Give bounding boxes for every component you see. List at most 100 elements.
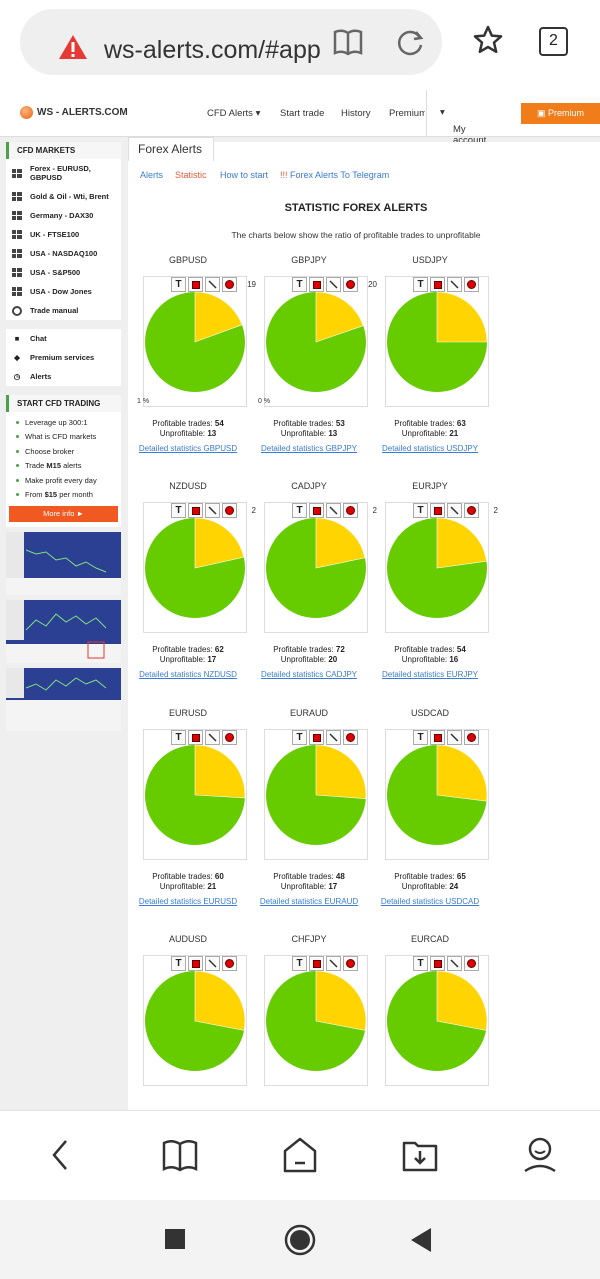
more-info-button[interactable]: More info ► [9,506,118,522]
circle-tool-icon[interactable] [464,277,479,292]
detailed-stats-link[interactable]: Detailed statistics GBPJPY [260,444,358,453]
rectangle-tool-icon[interactable] [430,503,445,518]
circle-tool-icon[interactable] [222,277,237,292]
rectangle-tool-icon[interactable] [309,503,324,518]
circle-tool-icon[interactable] [343,277,358,292]
circle-tool-icon[interactable] [222,956,237,971]
recents-icon[interactable] [165,1229,185,1249]
line-tool-icon[interactable] [447,277,462,292]
back-icon[interactable] [46,1135,74,1175]
rectangle-tool-icon[interactable] [188,503,203,518]
rectangle-tool-icon[interactable] [309,277,324,292]
detailed-stats-link[interactable]: Detailed statistics USDCAD [380,897,480,906]
sidebar-item-market[interactable]: UK - FTSE100 [6,225,121,244]
pie-chart [266,744,367,845]
detailed-stats-link[interactable]: Detailed statistics USDJPY [381,444,479,453]
url-text[interactable]: ws-alerts.com/#app/ [104,36,320,64]
tab-forex-alerts[interactable]: Forex Alerts [128,137,214,161]
warning-icon[interactable] [58,33,88,61]
rectangle-tool-icon[interactable] [188,730,203,745]
circle-tool-icon[interactable] [464,730,479,745]
text-tool-icon[interactable]: T [292,277,307,292]
subnav-alerts[interactable]: Alerts [140,170,164,180]
sidebar-item-premium-services[interactable]: ◆ Premium services [6,348,121,367]
detailed-stats-link[interactable]: Detailed statistics GBPUSD [138,444,238,453]
detailed-stats-link[interactable]: Detailed statistics EURAUD [259,897,359,906]
rectangle-tool-icon[interactable] [188,956,203,971]
line-tool-icon[interactable] [326,956,341,971]
subnav-statistic[interactable]: Statistic [175,170,207,180]
line-tool-icon[interactable] [326,730,341,745]
text-tool-icon[interactable]: T [171,956,186,971]
chart-thumbnail[interactable] [6,600,121,663]
detailed-stats-link[interactable]: Detailed statistics EURUSD [138,897,238,906]
text-tool-icon[interactable]: T [413,277,428,292]
text-tool-icon[interactable]: T [413,956,428,971]
text-tool-icon[interactable]: T [292,730,307,745]
sidebar-item-market[interactable]: USA - Dow Jones [6,282,121,301]
bookmarks-icon[interactable] [161,1135,199,1175]
nav-cfd-alerts[interactable]: CFD Alerts ▾ [207,108,261,119]
rectangle-tool-icon[interactable] [309,730,324,745]
circle-tool-icon[interactable] [222,503,237,518]
tabs-icon[interactable]: 2 [539,27,568,56]
reader-icon[interactable] [332,26,364,58]
rectangle-tool-icon[interactable] [430,277,445,292]
text-tool-icon[interactable]: T [171,503,186,518]
circle-tool-icon[interactable] [343,730,358,745]
home-icon[interactable] [281,1135,319,1175]
downloads-icon[interactable] [401,1135,439,1175]
rectangle-tool-icon[interactable] [430,730,445,745]
text-tool-icon[interactable]: T [171,277,186,292]
sidebar-item-market[interactable]: USA - S&P500 [6,263,121,282]
line-tool-icon[interactable] [205,277,220,292]
back-triangle-icon[interactable] [410,1227,432,1253]
premium-button[interactable]: ▣ Premium [521,103,600,124]
line-tool-icon[interactable] [326,503,341,518]
line-tool-icon[interactable] [205,956,220,971]
line-tool-icon[interactable] [447,956,462,971]
chart-thumbnail[interactable] [6,668,121,731]
account-menu[interactable]: My account ▾ [426,90,516,146]
nav-premium[interactable]: Premium [389,108,425,119]
text-tool-icon[interactable]: T [413,503,428,518]
text-tool-icon[interactable]: T [292,956,307,971]
sidebar-item-market[interactable]: USA - NASDAQ100 [6,244,121,263]
line-tool-icon[interactable] [326,277,341,292]
subnav-telegram[interactable]: !!! Forex Alerts To Telegram [280,170,390,180]
subnav-how-to-start[interactable]: How to start [220,170,269,180]
rectangle-tool-icon[interactable] [430,956,445,971]
sidebar-item-market[interactable]: Gold & Oil - Wti, Brent [6,187,121,206]
nav-history[interactable]: History [341,108,371,119]
sidebar-item-market[interactable]: Trade manual [6,301,121,320]
address-bar[interactable]: ws-alerts.com/#app/ [20,9,442,75]
nav-start-trade[interactable]: Start trade [280,108,325,119]
detailed-stats-link[interactable]: Detailed statistics EURJPY [381,670,479,679]
text-tool-icon[interactable]: T [292,503,307,518]
circle-tool-icon[interactable] [343,956,358,971]
text-tool-icon[interactable]: T [171,730,186,745]
sidebar-item-alerts[interactable]: ◷ Alerts [13,372,52,381]
sidebar-item-market[interactable]: Forex - EURUSD, GBPUSD [6,159,121,187]
chart-thumbnail[interactable] [6,532,121,595]
line-tool-icon[interactable] [205,730,220,745]
profile-icon[interactable] [521,1135,559,1175]
sidebar-item-chat[interactable]: ■ Chat [6,329,121,348]
detailed-stats-link[interactable]: Detailed statistics NZDUSD [139,670,237,679]
rectangle-tool-icon[interactable] [309,956,324,971]
detailed-stats-link[interactable]: Detailed statistics CADJPY [260,670,358,679]
reload-icon[interactable] [394,26,426,58]
home-circle-icon[interactable] [284,1224,316,1256]
text-tool-icon[interactable]: T [413,730,428,745]
site-logo[interactable]: WS - ALERTS.COM [20,106,128,119]
line-tool-icon[interactable] [205,503,220,518]
star-icon[interactable] [472,24,504,56]
circle-tool-icon[interactable] [464,956,479,971]
line-tool-icon[interactable] [447,730,462,745]
circle-tool-icon[interactable] [343,503,358,518]
circle-tool-icon[interactable] [222,730,237,745]
rectangle-tool-icon[interactable] [188,277,203,292]
sidebar-item-market[interactable]: Germany - DAX30 [6,206,121,225]
circle-tool-icon[interactable] [464,503,479,518]
line-tool-icon[interactable] [447,503,462,518]
